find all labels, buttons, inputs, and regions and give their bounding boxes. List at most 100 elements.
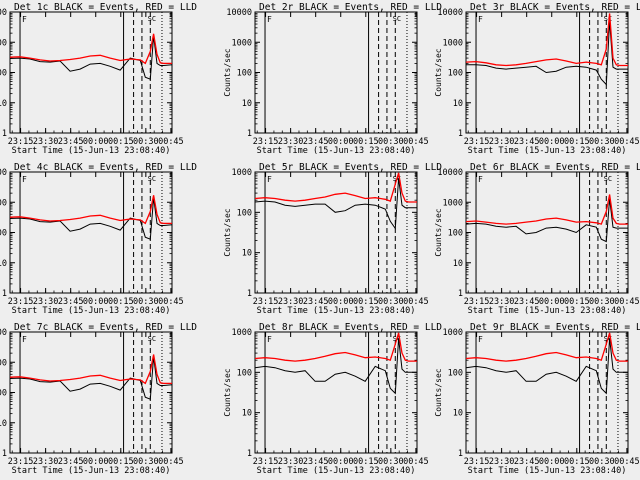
x-tick-label: 23:15: [8, 457, 34, 467]
x-tick-label: 00:15: [353, 297, 379, 307]
panel-det-1: Det 1c BLACK = Events, RED = LLDCounts/s…: [0, 2, 197, 156]
y-tick-label: 100: [237, 368, 252, 378]
y-tick-label: 10: [453, 99, 463, 109]
x-tick-label: 00:30: [589, 137, 615, 147]
y-tick-label: 10000: [0, 168, 7, 178]
y-tick-label: 1: [247, 449, 252, 459]
y-tick-label: 100: [448, 69, 463, 79]
series-lld-line: [254, 332, 417, 362]
series-lld-line: [465, 194, 628, 225]
y-tick-label: 100: [448, 368, 463, 378]
series-events-line: [254, 338, 417, 395]
x-tick-label: 23:15: [253, 137, 279, 147]
x-tick-label: 00:00: [328, 297, 354, 307]
y-tick-label: 10000: [226, 8, 252, 18]
x-tick-label: 23:45: [303, 297, 329, 307]
flag-F: F: [22, 335, 27, 344]
x-tick-label: 00:30: [133, 297, 159, 307]
y-tick-label: 100: [448, 229, 463, 239]
x-tick-label: 23:45: [303, 137, 329, 147]
x-axis-label: Start Time (15-Jun-13 23:08:40): [257, 306, 416, 316]
x-tick-label: 23:45: [58, 137, 84, 147]
x-tick-label: 00:45: [158, 137, 184, 147]
x-tick-label: 23:30: [278, 457, 304, 467]
y-tick-label: 10: [242, 249, 252, 259]
panel-det-9: Det 9r BLACK = Events, RED = LLD Counts/s…: [434, 322, 640, 476]
x-tick-label: 00:45: [403, 297, 429, 307]
series-events-line: [9, 197, 173, 240]
flag-SC: SC: [148, 335, 156, 343]
y-tick-label: 100: [237, 208, 252, 218]
x-tick-label: 23:45: [58, 457, 84, 467]
y-tick-label: 100: [0, 69, 7, 79]
plot-frame: [254, 331, 418, 454]
panel-title: Det 2r BLACK = Events, RED = LLD: [259, 2, 442, 13]
y-tick-label: 10: [453, 259, 463, 269]
y-tick-label: 10000: [0, 328, 7, 338]
y-tick-label: 10: [242, 409, 252, 419]
x-tick-label: 23:45: [303, 457, 329, 467]
x-tick-label: 23:30: [278, 137, 304, 147]
flag-SC: SC: [148, 175, 156, 183]
x-axis-label: Start Time (15-Jun-13 23:08:40): [12, 466, 171, 476]
panel-title: Det 6r BLACK = Events, RED = LLD: [470, 162, 640, 173]
flag-F: F: [22, 175, 27, 184]
panel-det-8: Det 8r BLACK = Events, RED = LLD Counts/s…: [223, 322, 442, 476]
x-tick-label: 00:45: [158, 457, 184, 467]
x-tick-label: 00:15: [353, 137, 379, 147]
series-lld-line: [9, 354, 172, 385]
flag-F: F: [267, 175, 272, 184]
flag-F: F: [267, 15, 272, 24]
y-tick-label: 1: [2, 289, 7, 299]
panel-title: Det 4c BLACK = Events, RED = LLD: [14, 162, 197, 173]
x-tick-label: 00:45: [158, 297, 184, 307]
x-tick-label: 00:45: [403, 457, 429, 467]
x-tick-label: 23:15: [8, 297, 34, 307]
series-events-line: [9, 36, 173, 80]
series-events-line: [9, 356, 173, 400]
series-lld-line: [9, 195, 172, 225]
x-tick-label: 00:15: [564, 297, 590, 307]
y-tick-label: 10: [0, 259, 7, 269]
x-axis-label: Start Time (15-Jun-13 23:08:40): [468, 306, 627, 316]
x-tick-label: 00:00: [83, 297, 109, 307]
series-lld-line: [254, 172, 417, 203]
flag-SC: SC: [604, 175, 612, 183]
y-tick-label: 1000: [443, 198, 463, 208]
y-tick-label: 1000: [232, 328, 252, 338]
x-tick-label: 00:15: [108, 137, 134, 147]
flag-F: F: [478, 335, 483, 344]
x-tick-label: 00:00: [328, 457, 354, 467]
x-tick-label: 00:15: [108, 297, 134, 307]
x-tick-label: 23:15: [464, 457, 490, 467]
y-tick-label: 1: [458, 129, 463, 139]
x-tick-label: 00:15: [108, 457, 134, 467]
y-tick-label: 1: [247, 129, 252, 139]
x-tick-label: 00:30: [133, 137, 159, 147]
y-tick-label: 1: [2, 129, 7, 139]
panel-det-6: Det 6r BLACK = Events, RED = LLD Counts/s…: [434, 162, 640, 316]
y-tick-label: 1000: [232, 168, 252, 178]
x-tick-label: 00:45: [614, 457, 640, 467]
x-axis-label: Start Time (15-Jun-13 23:08:40): [12, 306, 171, 316]
flag-SC: SC: [604, 15, 612, 23]
x-axis-label: Start Time (15-Jun-13 23:08:40): [257, 146, 416, 156]
x-tick-label: 23:30: [33, 457, 59, 467]
panel-title: Det 5r BLACK = Events, RED = LLD: [259, 162, 442, 173]
x-tick-label: 00:30: [133, 457, 159, 467]
y-tick-label: 10: [0, 419, 7, 429]
x-tick-label: 00:30: [378, 297, 404, 307]
y-tick-label: 1000: [0, 38, 7, 48]
panel-title: Det 8r BLACK = Events, RED = LLD: [259, 322, 442, 333]
y-tick-label: 10: [242, 99, 252, 109]
x-tick-label: 23:30: [33, 137, 59, 147]
y-axis-label: Counts/sec: [223, 368, 232, 416]
x-tick-label: 00:00: [539, 137, 565, 147]
x-tick-label: 23:15: [253, 457, 279, 467]
x-tick-label: 23:45: [514, 137, 540, 147]
x-tick-label: 00:00: [328, 137, 354, 147]
y-tick-label: 10000: [437, 168, 463, 178]
x-tick-label: 00:30: [378, 457, 404, 467]
y-axis-label: Counts/sec: [223, 208, 232, 256]
